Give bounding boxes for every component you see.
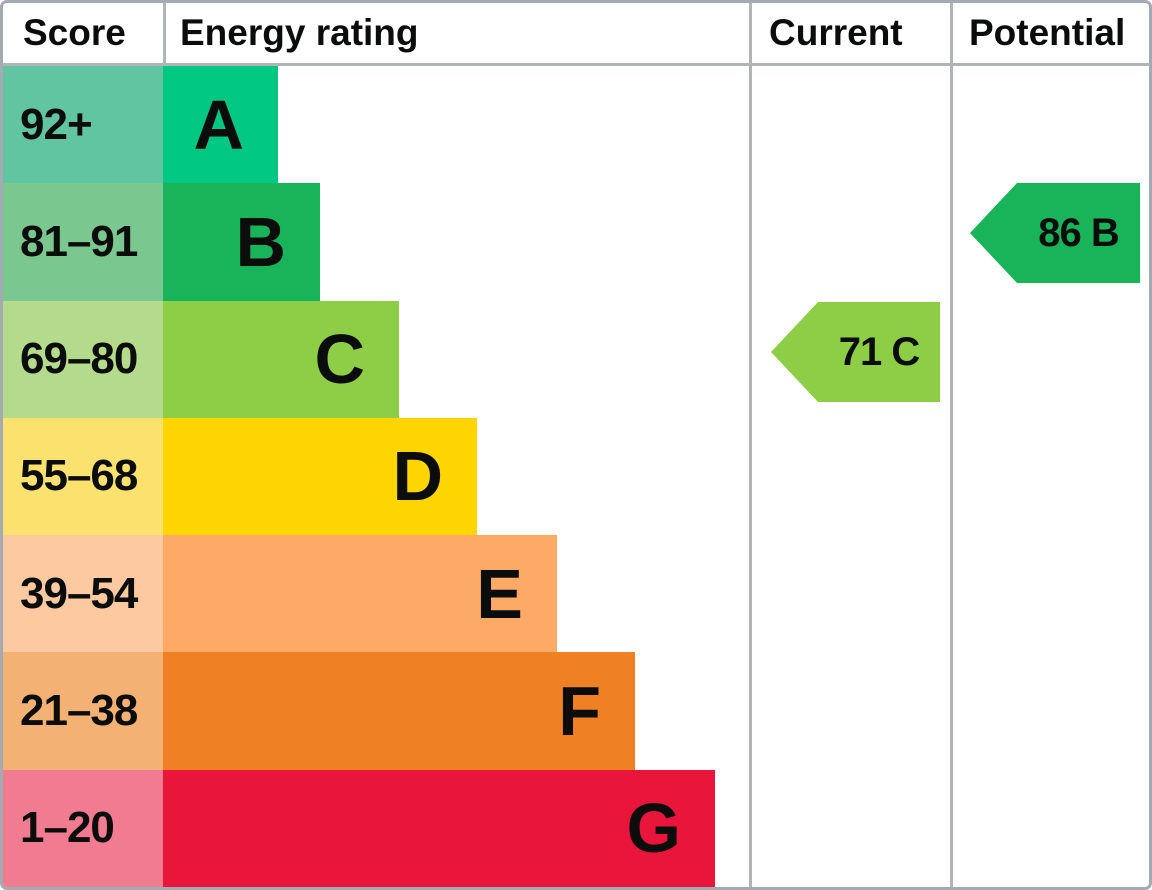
band-letter-d: D xyxy=(392,437,443,516)
band-row-e: 39–54 E xyxy=(3,535,1149,653)
band-letter-e: E xyxy=(476,554,523,633)
band-row-g: 1–20 G xyxy=(3,769,1149,887)
score-range-cell-c: 69–80 xyxy=(3,300,163,418)
chart-header: Score Energy rating Current Potential xyxy=(3,3,1149,66)
score-range-cell-d: 55–68 xyxy=(3,417,163,536)
band-rows: 92+ A 81–91 B 69–80 C 55–68 xyxy=(3,66,1149,887)
band-bar-c: C xyxy=(163,300,399,418)
band-letter-b: B xyxy=(235,202,286,281)
score-range-label-b: 81–91 xyxy=(20,216,138,266)
band-bar-e: E xyxy=(163,535,557,653)
band-row-f: 21–38 F xyxy=(3,652,1149,770)
band-letter-a: A xyxy=(193,85,244,164)
band-row-a: 92+ A xyxy=(3,66,1149,184)
score-range-label-e: 39–54 xyxy=(20,568,138,618)
potential-rating-label: 86 B xyxy=(1038,210,1119,255)
score-range-label-g: 1–20 xyxy=(20,803,115,853)
header-energy-rating: Energy rating xyxy=(180,12,419,53)
score-range-cell-f: 21–38 xyxy=(3,652,163,770)
current-rating-label: 71 C xyxy=(838,329,920,374)
score-range-cell-e: 39–54 xyxy=(3,535,163,653)
band-bar-f: F xyxy=(163,652,635,770)
score-range-label-a: 92+ xyxy=(20,99,93,149)
header-score: Score xyxy=(23,12,126,53)
potential-rating-arrow: 86 B xyxy=(970,183,1140,283)
score-range-label-c: 69–80 xyxy=(20,334,138,384)
divider-rating-current xyxy=(749,3,752,887)
band-bar-d: D xyxy=(163,417,477,536)
band-row-c: 69–80 C xyxy=(3,300,1149,418)
score-range-label-f: 21–38 xyxy=(20,686,138,736)
header-current: Current xyxy=(769,12,903,53)
band-letter-g: G xyxy=(626,789,681,868)
band-row-d: 55–68 D xyxy=(3,417,1149,536)
score-range-cell-g: 1–20 xyxy=(3,769,163,887)
band-letter-f: F xyxy=(558,672,601,751)
score-range-cell-b: 81–91 xyxy=(3,183,163,301)
score-range-label-d: 55–68 xyxy=(20,451,138,501)
divider-current-potential xyxy=(950,3,953,887)
band-bar-a: A xyxy=(163,66,278,184)
band-row-b: 81–91 B xyxy=(3,183,1149,301)
band-bar-b: B xyxy=(163,183,320,301)
band-letter-c: C xyxy=(314,320,365,399)
band-bar-g: G xyxy=(163,769,715,887)
header-potential: Potential xyxy=(969,12,1126,53)
score-range-cell-a: 92+ xyxy=(3,66,163,184)
divider-score-rating xyxy=(163,3,166,63)
